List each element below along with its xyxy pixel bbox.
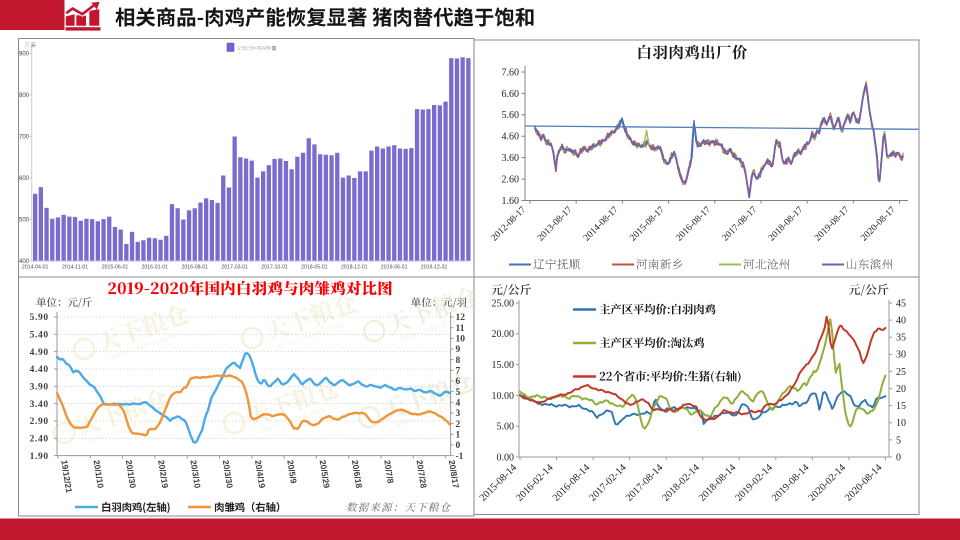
svg-text:4: 4 [456,399,461,409]
svg-text:20/8/17: 20/8/17 [447,459,461,489]
svg-text:2.40: 2.40 [30,435,49,445]
svg-text:25: 25 [896,367,906,378]
svg-text:25.00: 25.00 [492,298,515,309]
svg-text:1.90: 1.90 [30,452,49,462]
svg-text:1.60: 1.60 [502,196,520,207]
svg-text:2014-11-01: 2014-11-01 [62,265,88,271]
svg-text:2016-08-01: 2016-08-01 [182,265,209,271]
svg-text:500: 500 [19,218,30,224]
svg-text:9: 9 [456,345,461,355]
svg-text:7.60: 7.60 [502,67,520,78]
svg-text:3.90: 3.90 [30,383,49,393]
svg-text:2.90: 2.90 [30,417,49,427]
svg-text:6.60: 6.60 [502,89,520,100]
svg-text:45: 45 [896,298,906,309]
svg-text:10.00: 10.00 [492,391,515,402]
svg-text:3.60: 3.60 [502,153,520,164]
svg-text:20/7/28: 20/7/28 [415,459,429,489]
svg-text:4.40: 4.40 [30,365,49,375]
svg-text:0: 0 [456,441,461,451]
svg-text:1: 1 [456,431,461,441]
svg-text:20: 20 [896,384,906,395]
svg-text:2018-05-01: 2018-05-01 [301,265,328,271]
svg-text:800: 800 [19,93,30,99]
svg-text:400: 400 [19,259,30,265]
svg-text:2017-03-01: 2017-03-01 [221,265,248,271]
svg-text:20/7/8: 20/7/8 [382,459,396,484]
svg-text:7: 7 [456,367,461,377]
svg-text:8: 8 [456,356,461,366]
svg-text:2019-06-01: 2019-06-01 [381,265,408,271]
svg-text:2: 2 [456,420,461,430]
svg-text:6: 6 [456,377,461,387]
svg-text:700: 700 [19,135,30,141]
svg-text:20.00: 20.00 [492,329,515,340]
svg-text:2.60: 2.60 [502,175,520,186]
svg-text:20/3/30: 20/3/30 [221,459,235,489]
svg-text:5.00: 5.00 [497,422,515,433]
svg-text:0.00: 0.00 [497,452,515,463]
svg-text:10: 10 [456,335,466,345]
svg-text:20/5/9: 20/5/9 [285,459,299,484]
svg-text:35: 35 [896,333,906,344]
svg-text:-1: -1 [456,452,464,462]
svg-text:5.40: 5.40 [30,331,49,341]
svg-text:20/4/19: 20/4/19 [253,459,267,489]
svg-text:15: 15 [896,401,906,412]
svg-text:20/1/30: 20/1/30 [124,459,138,489]
svg-text:3: 3 [456,409,461,419]
svg-text:0: 0 [896,452,901,463]
svg-text:20/3/10: 20/3/10 [188,459,202,489]
svg-text:600: 600 [19,176,30,182]
svg-text:12: 12 [456,313,466,323]
svg-text:20/6/18: 20/6/18 [350,459,364,489]
svg-text:20/1/10: 20/1/10 [92,459,106,489]
svg-text:3.40: 3.40 [30,400,49,410]
svg-text:5.60: 5.60 [502,110,520,121]
svg-text:5: 5 [456,388,461,398]
svg-text:4.90: 4.90 [30,348,49,358]
svg-text:11: 11 [456,324,465,334]
svg-text:15.00: 15.00 [492,360,515,371]
svg-text:2016-01-01: 2016-01-01 [142,265,169,271]
svg-text:10: 10 [896,418,906,429]
svg-text:20/2/19: 20/2/19 [156,459,170,489]
svg-text:5.90: 5.90 [30,313,49,323]
svg-text:2018-12-01: 2018-12-01 [341,265,368,271]
svg-text:2014-04-01: 2014-04-01 [22,265,49,271]
svg-text:4.60: 4.60 [502,132,520,143]
svg-text:2015-06-01: 2015-06-01 [102,265,129,271]
svg-text:2017-10-01: 2017-10-01 [261,265,288,271]
svg-text:30: 30 [896,350,906,361]
svg-text:2019-12-31: 2019-12-31 [421,265,448,271]
svg-text:900: 900 [19,52,30,58]
svg-text:5: 5 [896,435,901,446]
svg-text:20/5/29: 20/5/29 [318,459,332,489]
svg-text:40: 40 [896,316,906,327]
